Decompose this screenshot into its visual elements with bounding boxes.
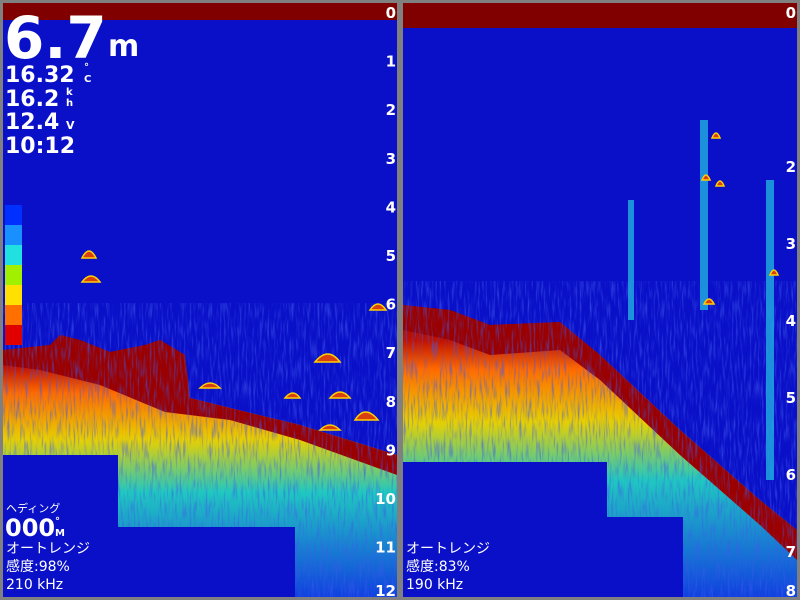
- overlay-box: [403, 462, 607, 597]
- heading-unit: °: [55, 516, 60, 527]
- depth-label: 12: [375, 582, 396, 600]
- range-mode: オートレンジ: [406, 541, 490, 557]
- depth-label: 0: [386, 4, 396, 22]
- fish-arcs: [80, 250, 388, 431]
- heading-unit: M: [55, 528, 65, 539]
- depth-label: 9: [386, 441, 396, 459]
- depth-label: 4: [386, 198, 396, 216]
- overlay-box: [118, 527, 295, 597]
- temperature-unit: C: [84, 74, 91, 85]
- fish-column: [628, 120, 774, 480]
- depth-label: 2: [386, 101, 396, 119]
- depth-label: 4: [786, 312, 796, 330]
- color-legend: [5, 205, 22, 345]
- speed-unit: k: [66, 87, 73, 98]
- overlay-box: [3, 455, 118, 597]
- depth-label: 2: [786, 158, 796, 176]
- top-bar: [403, 3, 797, 28]
- depth-label: 3: [386, 150, 396, 168]
- depth-label: 7: [786, 543, 796, 561]
- depth-label: 7: [386, 344, 396, 362]
- heading-label: ヘディング: [6, 501, 60, 515]
- gain: 感度:98%: [6, 558, 70, 575]
- depth-label: 8: [386, 393, 396, 411]
- temperature-unit: °: [84, 62, 89, 73]
- speed-unit: h: [66, 98, 73, 109]
- frequency: 190 kHz: [406, 577, 463, 593]
- speed: 16.2: [5, 87, 59, 112]
- depth-label: 8: [786, 582, 796, 600]
- overlay-box: [607, 517, 683, 597]
- depth-label: 0: [786, 4, 796, 22]
- depth-label: 6: [386, 296, 396, 314]
- time: 10:12: [5, 134, 75, 159]
- top-bar: [3, 3, 397, 20]
- gain: 感度:83%: [406, 558, 470, 575]
- range-mode: オートレンジ: [6, 541, 90, 557]
- depth-label: 10: [375, 490, 396, 508]
- depth-label: 5: [786, 389, 796, 407]
- fish-arcs: [700, 132, 780, 305]
- depth-unit: m: [108, 29, 139, 64]
- depth-label: 3: [786, 235, 796, 253]
- depth-label: 5: [386, 247, 396, 265]
- voltage-unit: V: [66, 119, 75, 132]
- frequency: 210 kHz: [6, 577, 63, 593]
- depth: 6.7: [4, 4, 107, 72]
- depth-label: 6: [786, 466, 796, 484]
- voltage: 12.4: [5, 110, 59, 135]
- depth-label: 11: [375, 539, 396, 557]
- heading: 000: [5, 514, 55, 542]
- temperature: 16.32: [5, 63, 75, 88]
- depth-label: 1: [386, 53, 396, 71]
